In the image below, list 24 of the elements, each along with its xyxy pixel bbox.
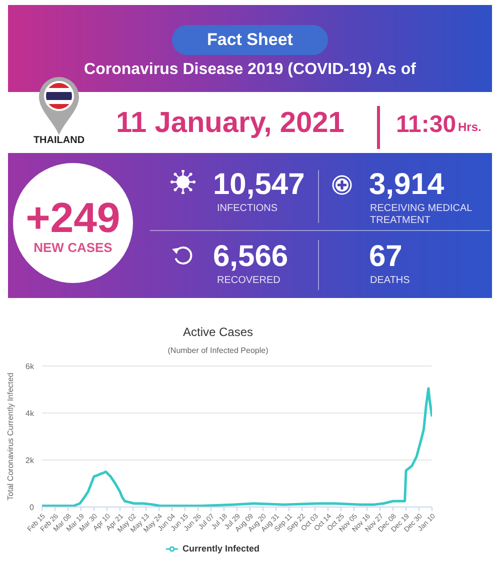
text: 6,566 xyxy=(213,240,288,273)
text: RECEIVING MEDICAL TREATMENT xyxy=(370,203,473,227)
legend-label: Currently Infected xyxy=(182,543,260,554)
text: RECOVERED xyxy=(217,275,280,286)
chart-title: Active Cases xyxy=(182,325,254,340)
y-tick-label: 6k xyxy=(26,362,35,371)
text: Hrs. xyxy=(458,120,482,134)
y-tick-label: 0 xyxy=(30,502,35,512)
text: INFECTIONS xyxy=(217,203,278,214)
text: 3,914 xyxy=(369,168,444,201)
chart-subtitle: (Number of Infected People) xyxy=(166,346,270,356)
y-tick-label: 2k xyxy=(26,456,35,465)
text: 10,547 xyxy=(213,168,305,201)
text: Fact Sheet xyxy=(206,30,294,50)
text: Coronavirus Disease 2019 (COVID-19) As of xyxy=(83,61,417,79)
y-tick-label: 4k xyxy=(26,408,35,418)
text: 67 xyxy=(369,240,402,273)
text: +249 xyxy=(24,194,122,242)
text: THAILAND xyxy=(32,135,86,146)
y-axis-title: Total Coronavirus Currently Infected xyxy=(6,372,15,500)
text: DEATHS xyxy=(370,275,410,286)
text: 11 January, 2021 xyxy=(116,107,344,140)
text: NEW CASES xyxy=(32,240,114,256)
text: 11:30 xyxy=(396,111,456,138)
